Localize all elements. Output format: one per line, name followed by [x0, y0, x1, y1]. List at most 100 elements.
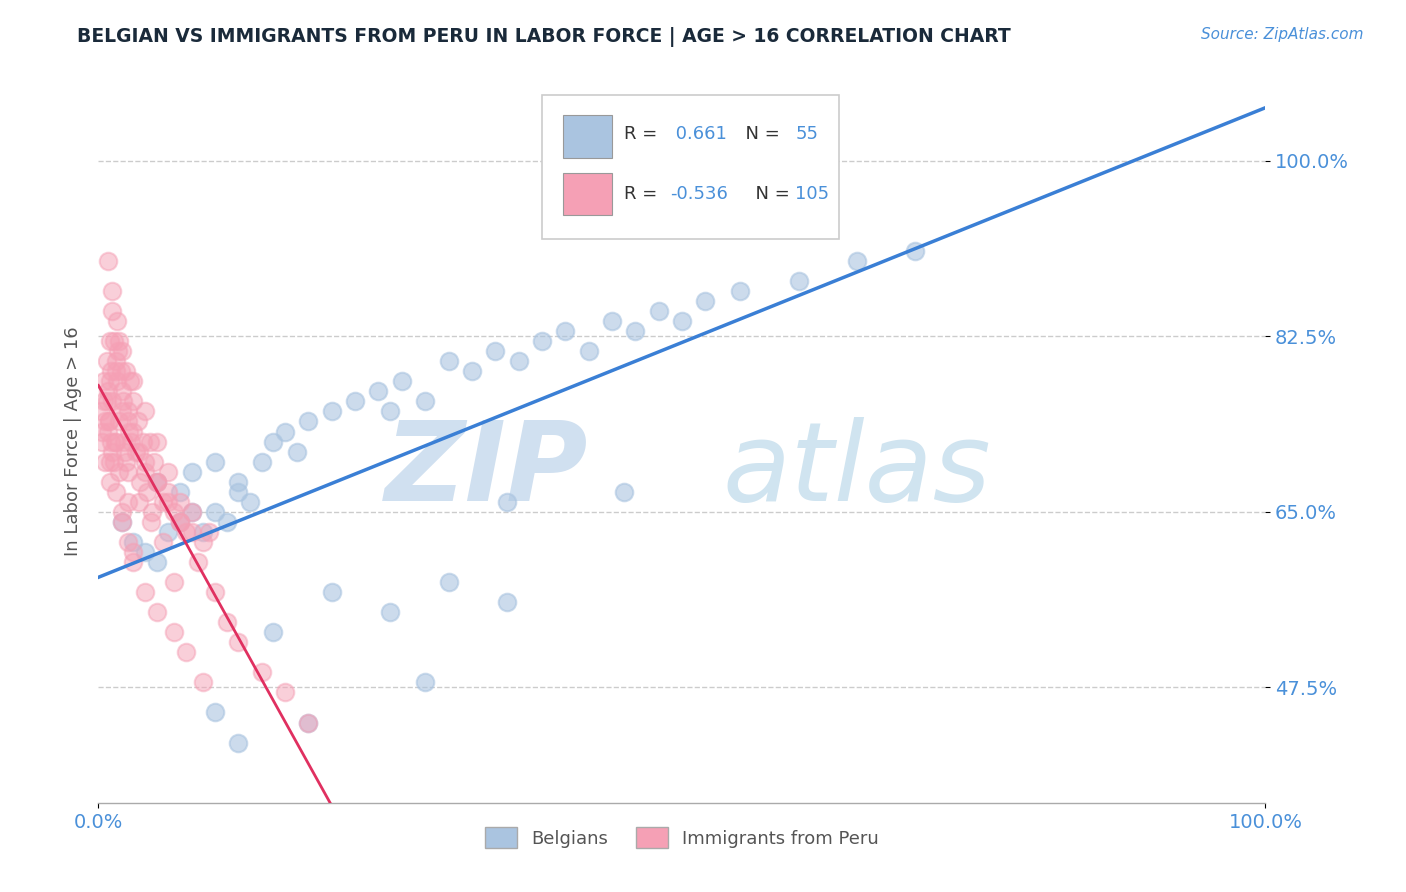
Point: [262, 625, 284, 640]
Point: [117, 415, 139, 429]
Point: [437, 575, 460, 590]
Point: [94, 415, 117, 429]
Point: [169, 515, 191, 529]
Point: [228, 475, 250, 489]
Point: [98, 334, 121, 349]
Point: [104, 484, 127, 499]
Point: [413, 394, 436, 409]
Point: [134, 404, 156, 418]
Point: [367, 384, 389, 399]
Point: [104, 434, 127, 449]
Text: R =: R =: [624, 186, 662, 203]
Point: [187, 555, 209, 569]
Point: [274, 425, 297, 439]
Point: [97, 415, 120, 429]
Point: [496, 595, 519, 609]
Text: N =: N =: [734, 126, 786, 144]
Point: [169, 515, 191, 529]
Point: [730, 284, 752, 298]
Text: N =: N =: [744, 186, 796, 203]
Text: 105: 105: [796, 186, 830, 203]
Point: [90, 434, 112, 449]
Point: [174, 524, 197, 539]
Point: [904, 244, 927, 258]
Point: [122, 545, 145, 559]
Point: [391, 375, 413, 389]
Point: [344, 394, 367, 409]
Point: [215, 615, 238, 630]
Point: [285, 444, 308, 458]
Point: [111, 384, 134, 399]
Point: [157, 484, 180, 499]
Text: -0.536: -0.536: [671, 186, 728, 203]
Point: [115, 455, 138, 469]
Point: [139, 515, 162, 529]
Point: [157, 465, 180, 479]
Point: [530, 334, 553, 349]
Point: [90, 425, 112, 439]
Point: [97, 384, 120, 399]
Point: [163, 625, 186, 640]
Point: [90, 404, 112, 418]
Point: [117, 535, 139, 549]
Point: [132, 434, 155, 449]
Point: [100, 364, 122, 378]
Point: [107, 344, 129, 359]
Point: [117, 404, 139, 418]
Point: [846, 254, 869, 268]
Point: [193, 524, 215, 539]
Point: [163, 575, 186, 590]
Point: [105, 314, 128, 328]
Point: [157, 494, 180, 508]
Point: [169, 515, 191, 529]
Point: [122, 535, 145, 549]
Point: [98, 475, 121, 489]
Point: [112, 434, 135, 449]
Point: [250, 455, 273, 469]
Point: [103, 455, 125, 469]
Point: [297, 715, 319, 730]
Point: [169, 484, 191, 499]
Point: [122, 555, 145, 569]
Point: [97, 415, 120, 429]
Point: [180, 524, 202, 539]
Point: [93, 394, 115, 409]
Point: [321, 585, 343, 599]
Point: [146, 434, 169, 449]
Point: [111, 515, 134, 529]
Point: [100, 434, 122, 449]
Point: [624, 324, 647, 338]
Point: [104, 364, 127, 378]
Point: [111, 394, 134, 409]
Point: [146, 475, 169, 489]
Point: [111, 344, 134, 359]
Point: [139, 434, 162, 449]
Point: [146, 475, 169, 489]
Point: [228, 635, 250, 649]
Point: [204, 585, 226, 599]
Point: [152, 494, 174, 508]
Point: [118, 425, 141, 439]
Point: [97, 254, 120, 268]
Point: [98, 455, 121, 469]
Point: [239, 494, 262, 508]
Point: [180, 465, 202, 479]
Point: [250, 665, 273, 680]
Point: [141, 505, 163, 519]
Point: [111, 515, 134, 529]
Point: [134, 585, 156, 599]
FancyBboxPatch shape: [562, 173, 612, 215]
Point: [647, 304, 669, 318]
Point: [228, 736, 250, 750]
Point: [215, 515, 238, 529]
Text: Source: ZipAtlas.com: Source: ZipAtlas.com: [1201, 27, 1364, 42]
Point: [96, 394, 118, 409]
Point: [96, 354, 118, 368]
Point: [193, 675, 215, 690]
Point: [110, 364, 132, 378]
Legend: Belgians, Immigrants from Peru: Belgians, Immigrants from Peru: [478, 820, 886, 855]
Point: [613, 484, 636, 499]
Point: [122, 394, 145, 409]
Text: atlas: atlas: [723, 417, 991, 524]
Point: [146, 475, 169, 489]
